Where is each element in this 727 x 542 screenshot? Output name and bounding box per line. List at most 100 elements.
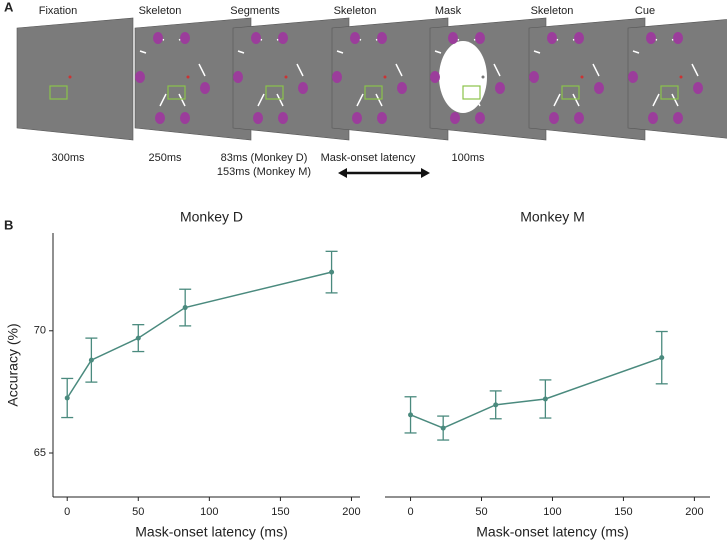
blob <box>547 32 557 44</box>
blob <box>200 82 210 94</box>
blob <box>155 112 165 124</box>
blob <box>135 71 145 83</box>
trial-sequence: Fixation Skeleton Segments Skeleton Mask Skel… <box>16 5 727 141</box>
blob <box>180 32 190 44</box>
blob <box>628 71 638 83</box>
frame-label: Segments <box>230 5 280 17</box>
y-tick-label: 70 <box>34 325 46 337</box>
frame <box>232 17 350 141</box>
blob <box>251 32 261 44</box>
point <box>408 412 414 418</box>
segment <box>652 93 660 107</box>
point <box>493 402 499 408</box>
arrow-head <box>421 168 430 178</box>
point <box>182 305 188 311</box>
fixation-box <box>167 85 186 100</box>
fixation-dot <box>68 75 72 79</box>
fixation-dot <box>383 75 387 79</box>
x-tick-label: 100 <box>200 506 218 518</box>
segment <box>592 63 600 77</box>
line <box>410 356 662 429</box>
frame <box>528 17 646 141</box>
blob <box>278 32 288 44</box>
point <box>659 355 665 361</box>
segment <box>178 93 186 107</box>
blob <box>495 82 505 94</box>
blob <box>673 32 683 44</box>
line <box>66 271 332 399</box>
blob <box>153 32 163 44</box>
chart-title: Monkey D <box>180 209 243 225</box>
frame-label: Skeleton <box>334 5 377 17</box>
blob <box>475 32 485 44</box>
blob <box>529 71 539 83</box>
frame <box>627 19 727 139</box>
frame <box>134 17 252 141</box>
frame-label: Fixation <box>39 5 78 17</box>
x-tick-label: 150 <box>271 506 289 518</box>
point <box>329 269 335 275</box>
segment <box>395 63 403 77</box>
fixation-dot <box>284 75 288 79</box>
fixation-dot <box>186 75 190 79</box>
duration: 300ms <box>51 152 85 164</box>
x-axis-label: Mask-onset latency (ms) <box>476 524 628 540</box>
blob <box>352 112 362 124</box>
fixation-box <box>265 85 284 100</box>
segment <box>533 50 541 54</box>
point <box>135 335 141 341</box>
segment <box>632 50 640 54</box>
blob <box>377 32 387 44</box>
segment <box>237 50 245 54</box>
blob <box>397 82 407 94</box>
blob <box>233 71 243 83</box>
segment <box>493 63 501 77</box>
blob <box>574 112 584 124</box>
fixation-box <box>660 85 679 100</box>
blob <box>350 32 360 44</box>
blob <box>673 112 683 124</box>
duration: 100ms <box>451 152 485 164</box>
panel-label: A <box>4 0 14 14</box>
point <box>542 396 548 402</box>
x-axis-label: Mask-onset latency (ms) <box>135 524 287 540</box>
segment <box>434 50 442 54</box>
x-tick-label: 50 <box>132 506 144 518</box>
x-tick-label: 0 <box>407 506 413 518</box>
segment <box>691 63 699 77</box>
segment <box>139 50 147 54</box>
segment <box>671 93 679 107</box>
segment <box>553 93 561 107</box>
blob <box>574 32 584 44</box>
duration: 250ms <box>148 152 182 164</box>
segment <box>257 93 265 107</box>
x-tick-label: 150 <box>614 506 632 518</box>
panel-label: B <box>4 217 13 232</box>
blob <box>332 71 342 83</box>
frame <box>16 17 134 141</box>
blob <box>693 82 703 94</box>
arrow-head <box>338 168 347 178</box>
segment <box>198 63 206 77</box>
chart-title: Monkey M <box>520 209 585 225</box>
segment <box>296 63 304 77</box>
point <box>440 425 446 431</box>
segment <box>356 93 364 107</box>
blob <box>475 112 485 124</box>
blob <box>448 32 458 44</box>
segment <box>572 93 580 107</box>
blob <box>377 112 387 124</box>
blob <box>594 82 604 94</box>
frame-label: Skeleton <box>139 5 182 17</box>
point <box>64 395 70 401</box>
blob <box>648 112 658 124</box>
duration: 83ms (Monkey D) <box>221 152 308 164</box>
fixation-box <box>364 85 383 100</box>
fixation-dot <box>679 75 683 79</box>
frame-label: Mask <box>435 5 462 17</box>
x-tick-label: 0 <box>64 506 70 518</box>
y-axis-label: Accuracy (%) <box>5 323 21 406</box>
segment <box>276 93 284 107</box>
fixation-dot <box>580 75 584 79</box>
fixation-box <box>561 85 580 100</box>
